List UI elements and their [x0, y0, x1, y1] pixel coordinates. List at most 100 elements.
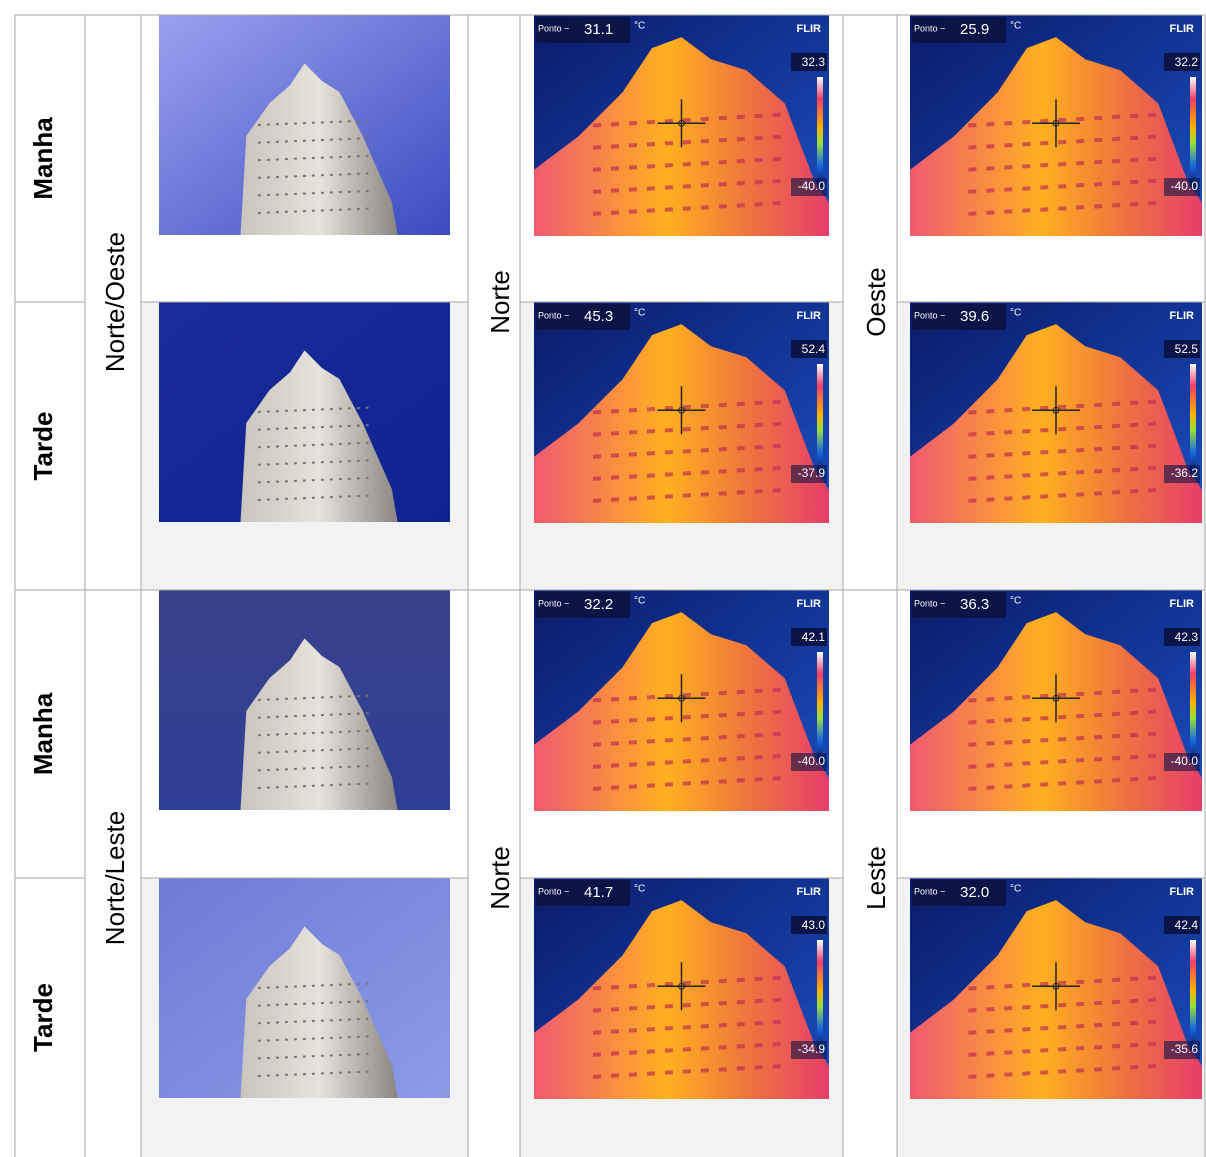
thermal-windows: [968, 1041, 1159, 1057]
unit: °C: [634, 596, 645, 607]
thermal-windows: [968, 487, 1159, 503]
thermal-windows: [968, 975, 1159, 991]
min-box: [1164, 1041, 1200, 1059]
crosshair-center: [1052, 694, 1060, 702]
photo: [159, 15, 450, 236]
period-label: Tarde: [28, 983, 58, 1052]
thermal-windows: [968, 443, 1159, 459]
max-temp: 32.3: [802, 55, 826, 69]
photo: [159, 590, 450, 810]
window-row: [257, 712, 369, 719]
window-row: [257, 782, 369, 789]
max-box: [1164, 628, 1200, 646]
min-box: [791, 1041, 827, 1059]
photo: [159, 878, 450, 1098]
spot-label: Ponto ~: [538, 886, 569, 896]
window-row: [257, 1035, 369, 1042]
brand: FLIR: [797, 23, 821, 35]
thermal-windows: [592, 443, 785, 459]
min-temp: -40.0: [798, 179, 826, 193]
window-row: [257, 1017, 369, 1025]
min-box: [1164, 465, 1200, 483]
window-row: [257, 1000, 369, 1007]
max-box: [791, 628, 827, 646]
window-row: [257, 477, 369, 484]
brand: FLIR: [1170, 886, 1194, 898]
crosshair-center: [678, 694, 685, 702]
thermal-windows: [968, 465, 1159, 481]
spot-box: [536, 592, 630, 618]
spot-label: Ponto ~: [538, 23, 569, 33]
spot-value: 39.6: [960, 308, 989, 325]
color-scale: [1190, 652, 1196, 762]
window-row: [257, 494, 369, 501]
thermal-windows: [968, 731, 1159, 747]
max-temp: 52.4: [802, 342, 826, 356]
thermal-windows: [968, 1063, 1159, 1079]
thermal-windows: [968, 753, 1159, 769]
thermal-windows: [592, 709, 785, 725]
brand: FLIR: [797, 886, 821, 898]
spot-label: Ponto ~: [538, 310, 569, 320]
window-row: [257, 694, 369, 701]
thermal-windows: [968, 709, 1159, 725]
period-label: Manha: [28, 117, 58, 200]
thermal-windows: [968, 134, 1159, 150]
window-row: [257, 1070, 369, 1077]
thermal-windows: [592, 687, 785, 703]
max-box: [791, 916, 827, 934]
unit: °C: [634, 884, 645, 895]
spot-box: [912, 592, 1006, 618]
window-row: [257, 747, 369, 754]
thermal-windows: [592, 112, 785, 128]
max-temp: 42.4: [1175, 918, 1199, 932]
max-temp: 42.1: [802, 630, 826, 644]
thermal-windows: [968, 1019, 1159, 1035]
spot-label: Ponto ~: [914, 23, 945, 33]
thermal-windows: [968, 112, 1159, 128]
thermal-windows: [968, 178, 1159, 194]
color-scale: [1190, 940, 1196, 1050]
unit: °C: [634, 308, 645, 319]
color-scale: [1190, 364, 1196, 474]
thermal-image: Ponto ~ 41.7 °C FLIR 43.0 -34.9: [534, 878, 829, 1099]
thermal-windows: [592, 753, 785, 769]
min-box: [791, 465, 827, 483]
period-label: Manha: [28, 692, 58, 775]
thermal-image: Ponto ~ 31.1 °C FLIR 32.3 -40.0: [534, 15, 829, 236]
thermal-windows: [968, 775, 1159, 791]
spot-value: 32.0: [960, 884, 989, 901]
face-label: Norte: [485, 846, 515, 910]
brand: FLIR: [1170, 23, 1194, 35]
orientation-label: Norte/Leste: [100, 811, 130, 945]
spot-value: 25.9: [960, 21, 989, 38]
thermal-windows: [592, 975, 785, 991]
thermal-windows: [592, 134, 785, 150]
spot-box: [912, 17, 1006, 43]
spot-box: [536, 304, 630, 330]
spot-value: 41.7: [584, 884, 613, 901]
color-scale: [817, 940, 823, 1050]
thermal-windows: [592, 997, 785, 1013]
min-box: [1164, 178, 1200, 196]
min-temp: -35.6: [1171, 1042, 1199, 1056]
window-row: [257, 765, 369, 772]
crosshair-center: [1052, 406, 1060, 414]
crosshair-center: [1052, 982, 1060, 990]
crosshair-center: [678, 119, 685, 127]
brand: FLIR: [1170, 310, 1194, 322]
window-row: [257, 406, 369, 413]
thermal-image: Ponto ~ 36.3 °C FLIR 42.3 -40.0: [910, 590, 1202, 811]
spot-label: Ponto ~: [914, 886, 945, 896]
min-temp: -40.0: [798, 754, 826, 768]
min-box: [791, 178, 827, 196]
max-temp: 32.2: [1175, 55, 1199, 69]
brand: FLIR: [1170, 598, 1194, 610]
thermal-windows: [968, 156, 1159, 172]
thermal-windows: [592, 200, 785, 216]
thermal-windows: [592, 775, 785, 791]
unit: °C: [1010, 884, 1021, 895]
min-temp: -40.0: [1171, 179, 1199, 193]
thermal-windows: [592, 421, 785, 437]
